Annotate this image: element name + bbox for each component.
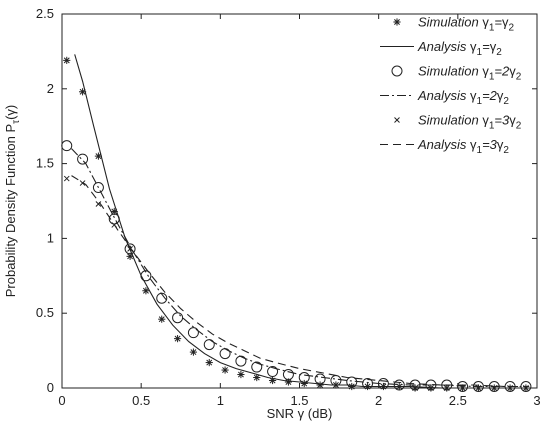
series-3 xyxy=(61,140,532,393)
legend-label: Analysis γ1=2γ2 xyxy=(417,88,509,107)
data-point xyxy=(267,366,279,378)
data-point xyxy=(346,376,358,388)
y-tick-label: 0 xyxy=(47,380,54,395)
data-point xyxy=(142,287,150,295)
data-point xyxy=(63,175,70,182)
x-tick-label: 2.5 xyxy=(449,393,467,408)
data-point xyxy=(393,379,405,391)
data-point xyxy=(362,378,374,390)
x-tick-label: 0 xyxy=(58,393,65,408)
legend-label: Simulation γ1=3γ2 xyxy=(418,113,522,132)
y-tick-label: 0.5 xyxy=(36,305,54,320)
data-point xyxy=(158,315,166,323)
data-point xyxy=(173,335,182,343)
series-line xyxy=(71,175,530,388)
legend-entry: Analysis γ1=γ2 xyxy=(380,39,502,58)
y-tick-label: 2 xyxy=(47,81,54,96)
legend-entry: Simulation γ1=2γ2 xyxy=(391,64,522,83)
data-point xyxy=(205,358,213,367)
data-point xyxy=(300,379,308,388)
legend-label: Analysis γ1=3γ2 xyxy=(417,137,509,156)
series-4 xyxy=(71,148,530,388)
data-point xyxy=(314,373,326,385)
legend-entry: Analysis γ1=2γ2 xyxy=(380,88,509,107)
legend: Simulation γ1=γ2 Analysis γ1=γ2 Simulation… xyxy=(380,15,522,156)
data-point xyxy=(95,201,102,207)
data-point xyxy=(63,56,71,64)
y-axis-label: Probability Density Function Pτ(γ) xyxy=(3,105,22,298)
x-tick-label: 3 xyxy=(533,393,540,408)
series-line xyxy=(74,54,530,389)
x-tick-label: 2 xyxy=(375,393,382,408)
legend-marker xyxy=(394,117,400,123)
legend-label: Simulation γ1=2γ2 xyxy=(418,64,522,83)
series-1 xyxy=(63,56,530,392)
data-point xyxy=(124,243,136,255)
x-tick-label: 1.5 xyxy=(290,393,308,408)
data-point xyxy=(282,369,294,381)
data-point xyxy=(253,373,261,382)
x-tick-label: 0.5 xyxy=(132,393,150,408)
data-point xyxy=(61,140,73,152)
legend-entry: Simulation γ1=γ2 xyxy=(393,15,514,34)
data-point xyxy=(92,182,104,194)
axes: 0 0.5 1 1.5 2 2.5 3 0 0.5 1 1.5 2 2.5 xyxy=(36,6,541,408)
series-6 xyxy=(71,175,530,388)
y-tick-label: 1 xyxy=(47,230,54,245)
data-point xyxy=(189,348,198,356)
data-point xyxy=(187,327,199,339)
data-point xyxy=(235,355,247,367)
data-point xyxy=(203,339,215,351)
series-line xyxy=(71,148,530,388)
legend-marker xyxy=(391,65,403,77)
x-tick-label: 1 xyxy=(217,393,224,408)
data-point xyxy=(298,372,310,384)
y-tick-label: 1.5 xyxy=(36,156,54,171)
legend-label: Simulation γ1=γ2 xyxy=(418,15,514,34)
data-point xyxy=(472,381,484,393)
data-point xyxy=(237,370,245,379)
legend-marker xyxy=(393,18,401,26)
data-point xyxy=(219,348,231,360)
legend-label: Analysis γ1=γ2 xyxy=(417,39,502,58)
y-tick-label: 2.5 xyxy=(36,6,54,21)
legend-entry: Simulation γ1=3γ2 xyxy=(394,113,522,132)
plot-area xyxy=(61,54,532,393)
x-axis-label: SNR γ (dB) xyxy=(267,406,333,421)
legend-entry: Analysis γ1=3γ2 xyxy=(380,137,509,156)
data-point xyxy=(172,312,184,324)
data-point xyxy=(251,361,263,373)
data-point xyxy=(77,153,89,165)
series-2 xyxy=(74,54,530,389)
data-point xyxy=(221,366,229,374)
data-point xyxy=(140,270,152,282)
